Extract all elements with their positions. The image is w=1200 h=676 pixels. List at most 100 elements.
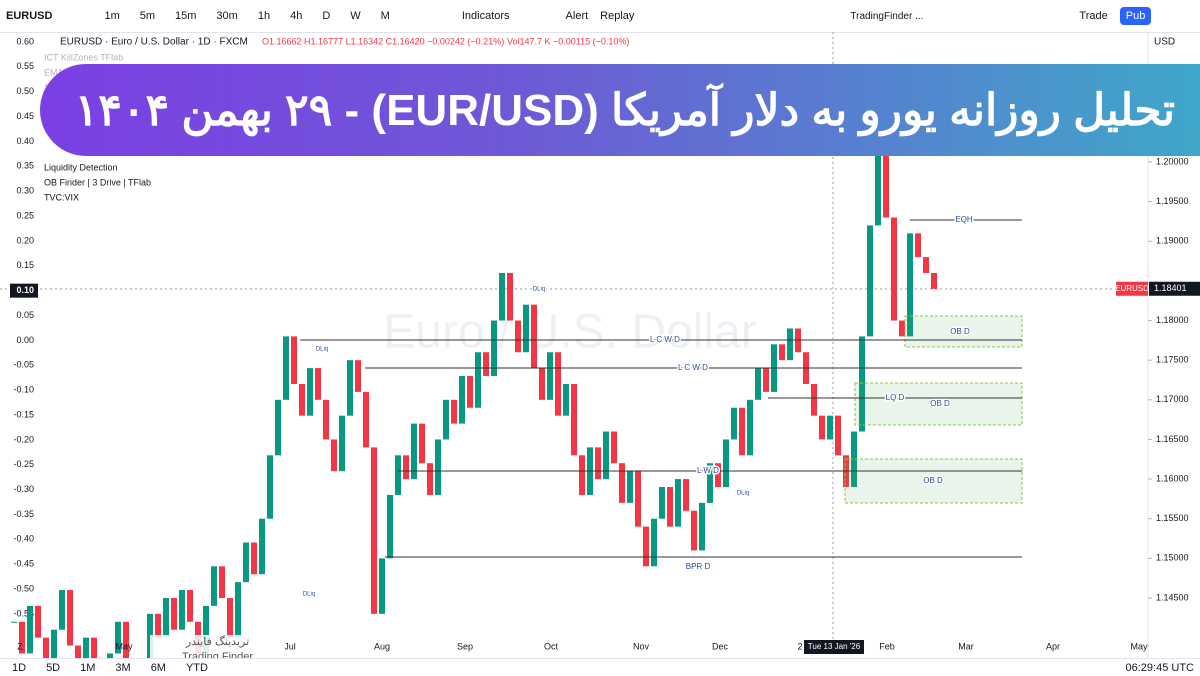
candle <box>579 455 585 495</box>
candle <box>11 621 17 623</box>
x-tick-label: Jul <box>284 641 296 651</box>
candle <box>67 590 73 646</box>
zone-box <box>854 382 1023 426</box>
annotation: L C W D <box>678 363 708 372</box>
candle <box>531 304 537 369</box>
range[interactable]: YTD <box>185 661 208 674</box>
candle <box>651 518 657 567</box>
range[interactable]: 6M <box>150 661 166 674</box>
candle <box>35 605 41 638</box>
candle <box>619 463 625 503</box>
x-tick-label: Aug <box>374 641 390 651</box>
y2-tick-label: 0.05 <box>16 310 34 320</box>
layout-name[interactable]: TradingFinder ... <box>850 10 924 22</box>
x-tick-label: Nov <box>633 641 650 651</box>
candle <box>827 415 833 440</box>
symbol-tag <box>1116 281 1148 296</box>
candle <box>19 621 25 654</box>
legend-volume: Vol147.7 K −0.00115 (−0.10%) <box>507 36 629 46</box>
indicators-button[interactable]: Indicators <box>461 10 510 22</box>
timeframe[interactable]: M <box>380 10 390 22</box>
crosshair-date-box <box>804 640 864 654</box>
candle <box>483 352 489 377</box>
timeframe[interactable]: 4h <box>290 10 303 22</box>
candle <box>275 399 281 456</box>
timeframe[interactable]: 1m <box>104 10 120 22</box>
clock: 06:29:45 UTC <box>1125 661 1194 674</box>
indicator-legend: OB Finder | 3 Drive | TFlab <box>44 177 151 187</box>
candle <box>675 479 681 527</box>
range[interactable]: 3M <box>115 661 131 674</box>
y2-tick-label: 0.50 <box>16 86 34 96</box>
candle <box>851 431 857 488</box>
timeframe[interactable]: W <box>350 10 361 22</box>
candle <box>499 272 505 321</box>
candle <box>555 352 561 416</box>
candle <box>115 621 121 654</box>
crosshair-date: Tue 13 Jan '26 <box>808 642 861 651</box>
candle <box>491 320 497 377</box>
candle <box>411 423 417 480</box>
indicator-legend: Liquidity Detection <box>44 162 118 172</box>
y-tick-label: 1.17000 <box>1156 394 1189 404</box>
candle <box>731 407 737 440</box>
candle <box>659 487 665 519</box>
candle <box>235 582 241 638</box>
timeframe[interactable]: 5m <box>139 10 156 22</box>
candle <box>27 605 33 654</box>
candle <box>395 455 401 495</box>
y2-tick-label: -0.20 <box>13 434 34 444</box>
y-tick-label: 1.18000 <box>1156 315 1189 325</box>
y2-tick-label: 0.60 <box>16 36 34 46</box>
range[interactable]: 1M <box>80 661 96 674</box>
y-tick-label: 1.20000 <box>1156 156 1189 166</box>
candle <box>523 304 529 353</box>
trade-button[interactable]: Trade <box>1079 10 1108 22</box>
x-tick-label: Feb <box>879 641 895 651</box>
candle <box>763 368 769 392</box>
timeframe[interactable]: D <box>322 10 331 22</box>
candle <box>291 336 297 384</box>
alert-button[interactable]: Alert <box>565 10 589 22</box>
candle <box>779 344 785 361</box>
candle <box>859 336 865 432</box>
indicator-legend: TVC:VIX <box>44 192 79 202</box>
publish-button[interactable]: Pub <box>1119 7 1152 25</box>
y-tick-label: 1.16500 <box>1156 434 1189 444</box>
timeframe[interactable]: 1h <box>257 10 271 22</box>
y2-tick-label: -0.15 <box>13 409 34 419</box>
candle <box>227 597 233 638</box>
zone-box <box>904 315 1023 348</box>
candle <box>283 336 289 400</box>
timeframe[interactable]: 15m <box>175 10 197 22</box>
candle <box>179 590 185 630</box>
banner: تحلیل روزانه یورو به دلار آمریکا (EUR/US… <box>40 64 1200 156</box>
replay-button[interactable]: Replay <box>600 10 635 22</box>
annotation: DLiq <box>303 592 315 598</box>
annotation: OB D <box>950 327 970 336</box>
y2-tick-label: -0.30 <box>13 484 34 494</box>
symbol-search[interactable]: EURUSD <box>6 10 53 22</box>
logo-fa: تریدینگ فایندر <box>185 636 250 648</box>
range[interactable]: 5D <box>46 661 61 674</box>
candle <box>755 368 761 400</box>
candle <box>339 415 345 472</box>
x-tick-label: 2 <box>797 641 802 651</box>
candle <box>811 383 817 416</box>
y2-tick-label: 0.20 <box>16 235 34 245</box>
banner-title: تحلیل روزانه یورو به دلار آمریکا (EUR/US… <box>74 85 1175 135</box>
y2-tick-label: 0.25 <box>16 210 34 220</box>
x-tick-label: Oct <box>544 641 559 651</box>
candle <box>443 399 449 440</box>
timeframe[interactable]: 30m <box>216 10 238 22</box>
candle <box>51 629 57 658</box>
candle <box>91 637 97 658</box>
candle <box>219 566 225 598</box>
range[interactable]: 1D <box>12 661 27 674</box>
candle <box>427 463 433 495</box>
candle <box>835 415 841 456</box>
y2-tick-label: -0.10 <box>13 385 34 395</box>
chart: Euro / U.S. Dollar EURUSD · Euro / U.S. … <box>0 32 1200 658</box>
candle <box>723 439 729 488</box>
annotation: LQ D <box>886 393 905 402</box>
